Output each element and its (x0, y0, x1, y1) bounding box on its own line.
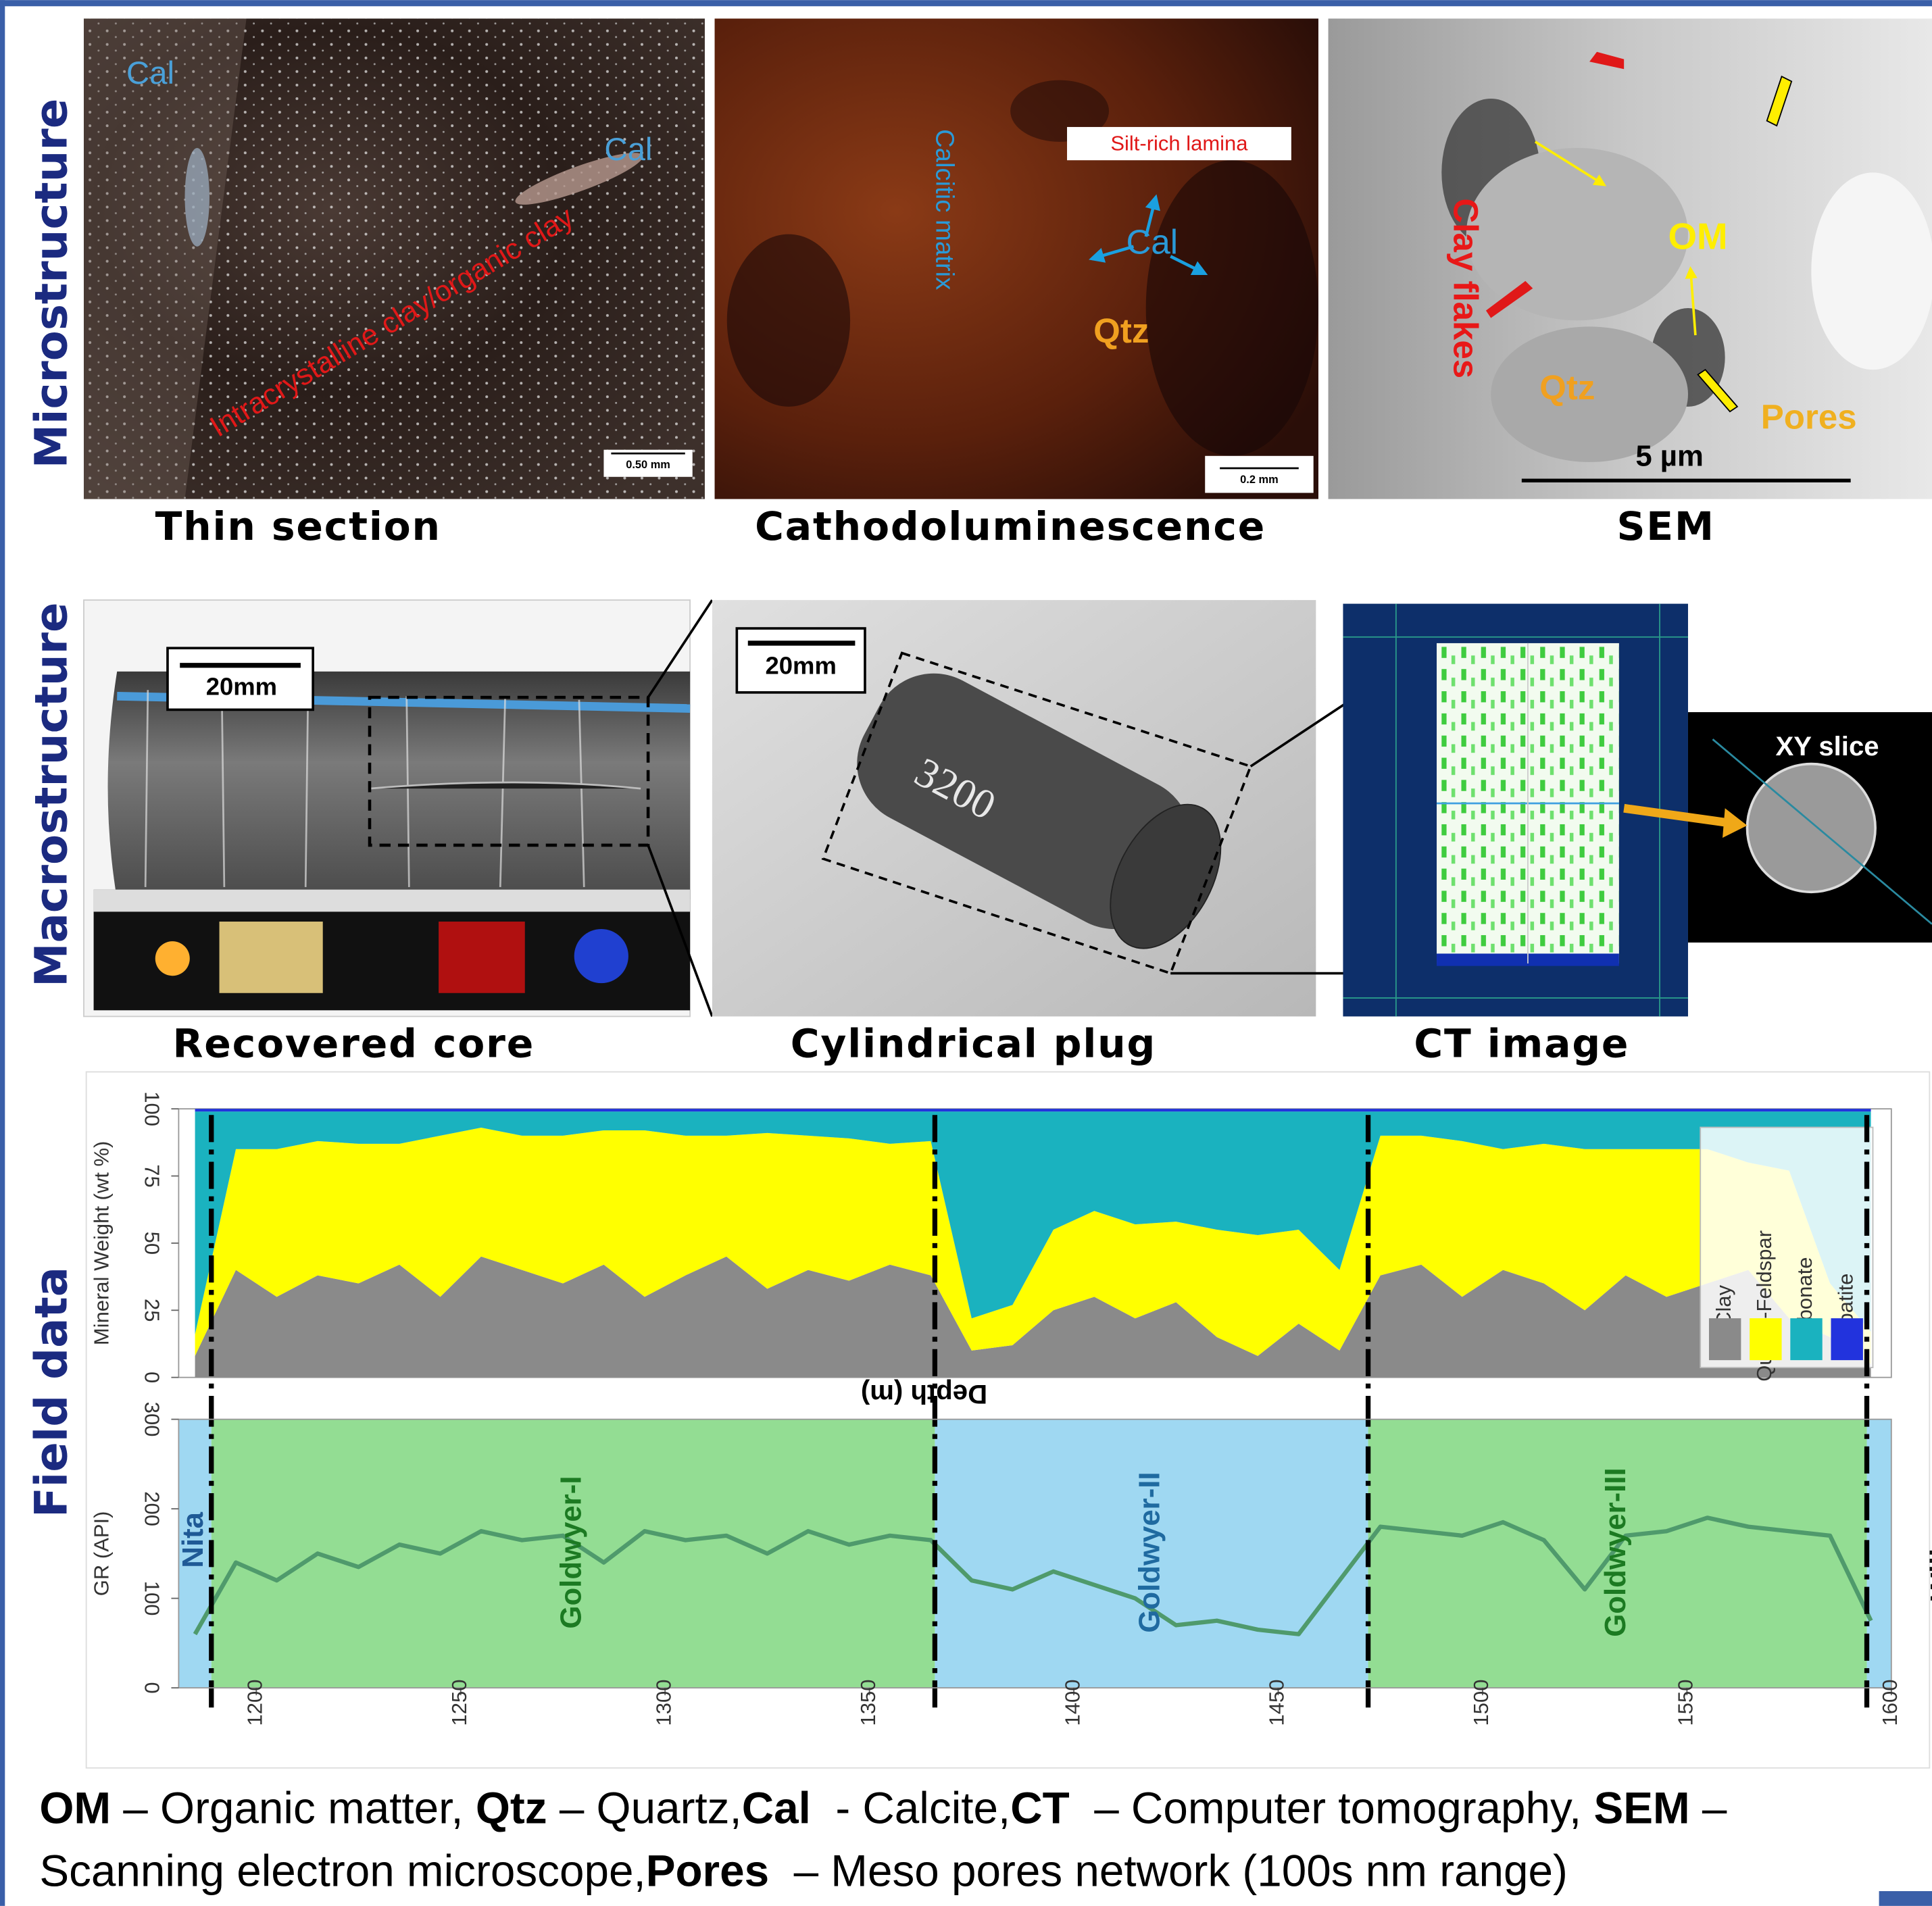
x-tick-label: 1200 (243, 1680, 266, 1726)
footnote-run: Pores (646, 1847, 769, 1896)
x-tick-label: 1300 (651, 1680, 675, 1726)
footnote-run: Qtz (476, 1784, 547, 1833)
scale-label: 0.50 mm (626, 459, 670, 471)
annotation: Qtz (1539, 368, 1595, 407)
x-tick-label: 1250 (447, 1680, 471, 1726)
footnote-run: – Quartz, (547, 1784, 742, 1833)
annotation: Clay flakes (1447, 198, 1485, 378)
legend-swatch (1709, 1318, 1741, 1360)
annotation: Calcitic matrix (931, 129, 960, 290)
footnote-run: – Computer tomography, (1070, 1784, 1594, 1833)
scale-label: 20mm (765, 652, 836, 680)
footnote-run: CT (1010, 1784, 1069, 1833)
section-label: Macrostructure (26, 603, 77, 987)
scale-label: 5 µm (1635, 439, 1704, 472)
page: Microstructure Macrostructure Field data… (0, 0, 1932, 1906)
cl-image (715, 18, 1318, 499)
zone-label: Goldwyer-III (1599, 1468, 1632, 1636)
y-tick-label: 0 (140, 1682, 164, 1694)
zone-label: Goldwyer-I (555, 1476, 588, 1629)
y-tick-label: 100 (140, 1091, 164, 1126)
annotation: Cal (126, 55, 174, 91)
footnote-run: Scanning electron microscope, (39, 1847, 645, 1896)
annotation: Silt-rich lamina (1110, 132, 1248, 155)
x-tick-label: 1550 (1674, 1680, 1698, 1726)
y-tick-label: 200 (140, 1491, 164, 1526)
y-tick-label: 300 (140, 1402, 164, 1437)
panel-caption: Recovered core (173, 1021, 535, 1067)
zone-label: Willara (1925, 1503, 1932, 1601)
panel-caption: SEM (1616, 503, 1714, 549)
footnote-line: Scanning electron microscope,Pores – Mes… (39, 1847, 1568, 1896)
footnote-run: – (1690, 1784, 1727, 1833)
y-tick-label: 75 (140, 1164, 164, 1187)
annotation: Cal (1126, 223, 1179, 261)
left-border (0, 0, 5, 1906)
x-tick-label: 1350 (856, 1680, 880, 1726)
x-tick-label: 1600 (1878, 1680, 1902, 1726)
panel-caption: Thin section (155, 503, 441, 549)
footnote-run: - Calcite, (811, 1784, 1010, 1833)
x-tick-label: 1400 (1060, 1680, 1084, 1726)
section-label: Field data (26, 1267, 77, 1518)
inset-label: XY slice (1775, 732, 1879, 761)
area (195, 1109, 1871, 1111)
y-tick-label: 50 (140, 1232, 164, 1255)
y-tick-label: 100 (140, 1581, 164, 1616)
figure: Microstructure Macrostructure Field data… (0, 0, 1932, 1906)
core-image (84, 600, 690, 1016)
footnote-run: SEM (1593, 1784, 1689, 1833)
annotation: Qtz (1093, 311, 1149, 350)
zone (1867, 1420, 1891, 1688)
y-tick-label: 25 (140, 1299, 164, 1322)
ct-image (1343, 604, 1932, 1017)
footnote-run: – Meso pores network (100s nm range) (769, 1847, 1568, 1896)
footnote-run: Cal (742, 1784, 811, 1833)
panel-caption: CT image (1414, 1021, 1629, 1067)
x-axis-label: Depth (m) (861, 1379, 987, 1409)
y-tick-label: 0 (140, 1372, 164, 1383)
legend-swatch (1831, 1318, 1862, 1360)
legend-swatch (1750, 1318, 1781, 1360)
annotation: Pores (1761, 398, 1857, 436)
footnote-run: OM (39, 1784, 111, 1833)
top-border (0, 0, 1932, 6)
footnote-run: – Organic matter, (111, 1784, 476, 1833)
annotation: OM (1668, 215, 1728, 257)
annotation: Cal (604, 132, 652, 168)
zone-label: Goldwyer-II (1133, 1472, 1166, 1632)
x-tick-label: 1450 (1265, 1680, 1289, 1726)
y-axis-label: GR (API) (89, 1511, 113, 1597)
footnote-line: OM – Organic matter, Qtz – Quartz,Cal - … (39, 1784, 1727, 1833)
corner-mark (1879, 1891, 1932, 1906)
thin-section-image (84, 18, 705, 499)
scale-label: 20mm (206, 673, 277, 701)
legend-swatch (1790, 1318, 1822, 1360)
scale-label: 0.2 mm (1240, 474, 1279, 486)
zone-label: Nita (176, 1511, 209, 1568)
panel-caption: Cylindrical plug (791, 1021, 1156, 1067)
section-label: Microstructure (26, 99, 77, 469)
x-tick-label: 1500 (1469, 1680, 1493, 1726)
panel-caption: Cathodoluminescence (755, 503, 1266, 549)
y-axis-label: Mineral Weight (wt %) (89, 1141, 113, 1345)
